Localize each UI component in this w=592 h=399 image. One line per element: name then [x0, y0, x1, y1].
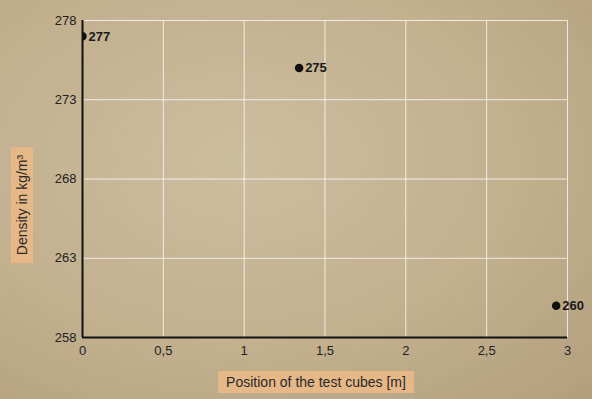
html-text:Position of the test cubes [m]: Position of the test cubes [m] — [226, 374, 406, 390]
svg-text:0: 0 — [79, 343, 86, 358]
html-text:Density in kg/m³: Density in kg/m³ — [14, 154, 30, 256]
svg-text:3: 3 — [564, 343, 571, 358]
svg-text:2,5: 2,5 — [478, 343, 496, 358]
svg-text:268: 268 — [55, 171, 77, 186]
svg-text:278: 278 — [55, 13, 77, 28]
svg-text:1,5: 1,5 — [316, 343, 334, 358]
svg-text:273: 273 — [55, 92, 77, 107]
svg-text:260: 260 — [562, 298, 584, 313]
svg-text:1: 1 — [241, 343, 248, 358]
svg-text:263: 263 — [55, 250, 77, 265]
svg-text:0,5: 0,5 — [154, 343, 172, 358]
svg-text:277: 277 — [89, 29, 111, 44]
svg-text:258: 258 — [55, 330, 77, 345]
svg-text:275: 275 — [305, 60, 327, 75]
svg-text:2: 2 — [402, 343, 409, 358]
